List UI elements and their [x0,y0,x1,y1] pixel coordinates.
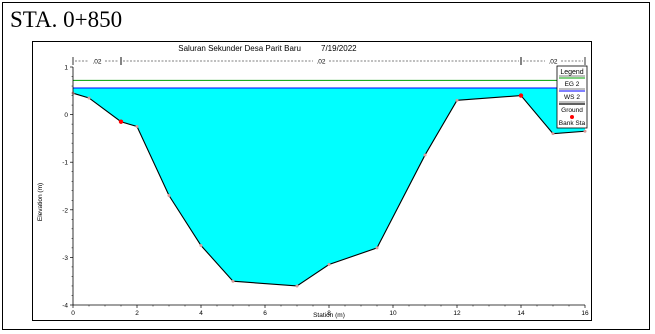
chart-title: Saluran Sekunder Desa Parit Baru [178,44,301,53]
y-tick-label: 1 [64,65,68,72]
ground-point [423,153,427,157]
x-tick-label: 8 [327,310,331,317]
legend-ws-label: WS 2 [564,94,580,101]
ground-point [551,132,555,136]
figure-frame [2,2,650,330]
y-tick-label: -3 [62,255,68,262]
y-tick-label: -4 [62,303,68,310]
bank-station-point [118,119,124,124]
ground-point [327,263,331,267]
water-fill [73,87,585,286]
ground-point [295,284,299,288]
ground-point [455,98,459,102]
chart-panel: Saluran Sekunder Desa Parit Baru 7/19/20… [32,41,592,321]
legend-items: EG 2 WS 2 Ground Bank Sta [559,75,586,127]
y-axis-label: Elevation (m) [37,183,44,221]
x-tick-label: 6 [263,310,267,317]
bank-station-point [518,93,524,98]
water-area [73,87,585,286]
legend-title: Legend [560,69,583,76]
legend-eg-label: EG 2 [565,81,580,88]
legend-ground-label: Ground [561,107,583,114]
x-tick-label: 2 [135,310,139,317]
legend-bank-marker [570,115,574,119]
ground-point [135,125,139,128]
x-tick-label: 4 [199,310,203,317]
y-tick-label: -2 [62,207,68,214]
x-axis-label: Station (m) [313,312,345,319]
ground-point [375,246,379,250]
manning-value: .02 [316,59,325,66]
ground-point [167,194,171,198]
cross-section-chart: Saluran Sekunder Desa Parit Baru 7/19/20… [37,44,589,319]
x-tick-label: 10 [389,310,397,317]
manning-value: .02 [92,59,101,66]
ground-point [583,129,587,133]
legend: Legend EG 2 WS 2 Ground Bank Sta [556,65,588,129]
x-tick-label: 16 [581,310,589,317]
y-tick-label: -1 [62,160,68,167]
ground-point [199,244,203,247]
manning-n-annotations: .02 .02 .02 [72,57,586,66]
x-tick-label: 12 [453,310,461,317]
x-tick-label: 14 [517,310,525,317]
ground-point [87,96,91,100]
manning-value: .02 [548,59,557,66]
station-caption: STA. 0+850 [10,7,123,32]
y-tick-label: 0 [64,112,68,119]
x-tick-label: 0 [71,310,75,317]
legend-bank-label: Bank Sta [559,120,586,127]
ground-point [231,279,235,283]
chart-date: 7/19/2022 [321,44,357,53]
ground-points [71,91,587,288]
